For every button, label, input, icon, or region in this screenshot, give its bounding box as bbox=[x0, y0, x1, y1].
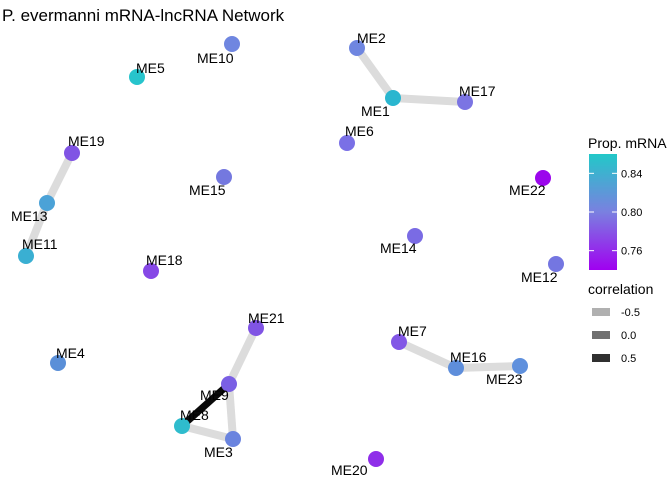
color-legend-ticks: 0.84 0.80 0.76 bbox=[589, 168, 642, 258]
node-label-me4: ME4 bbox=[56, 345, 85, 361]
node-label-me22: ME22 bbox=[509, 182, 546, 198]
node-me15[interactable] bbox=[216, 169, 232, 185]
node-me3[interactable] bbox=[225, 431, 241, 447]
edge-me21-me9 bbox=[225, 326, 260, 386]
node-me13[interactable] bbox=[39, 195, 55, 211]
node-me22[interactable] bbox=[535, 170, 551, 186]
color-legend: Prop. mRNA 0.84 0.80 0.76 bbox=[588, 135, 667, 270]
node-me6[interactable] bbox=[339, 135, 355, 151]
color-tick-label: 0.80 bbox=[621, 207, 642, 219]
edge-legend-swatch bbox=[592, 308, 610, 316]
node-me18[interactable] bbox=[143, 263, 159, 279]
edge-legend-swatch bbox=[592, 354, 610, 362]
node-label-me12: ME12 bbox=[521, 269, 558, 285]
edge-legend-label: 0.0 bbox=[621, 330, 636, 342]
edge-me9-me8 bbox=[179, 381, 232, 429]
color-tick-label: 0.76 bbox=[621, 246, 642, 258]
nodes-layer bbox=[18, 36, 564, 467]
node-label-me16: ME16 bbox=[450, 349, 487, 365]
edge-legend-label: 0.5 bbox=[621, 353, 636, 365]
node-label-me20: ME20 bbox=[331, 462, 368, 478]
labels-layer: ME10 ME2 ME5 ME1 ME17 ME6 ME19 ME22 ME15 ME13 ME14… bbox=[11, 30, 558, 478]
chart-title: P. evermanni mRNA-lncRNA Network bbox=[2, 6, 285, 25]
node-me10[interactable] bbox=[224, 36, 240, 52]
edge-me1-me17 bbox=[392, 94, 466, 106]
edge-me8-me3 bbox=[181, 422, 234, 443]
edge-me16-me23 bbox=[455, 362, 521, 372]
edge-legend-items: -0.5 0.0 0.5 bbox=[592, 307, 640, 365]
node-me9[interactable] bbox=[221, 376, 237, 392]
node-me14[interactable] bbox=[407, 228, 423, 244]
node-me20[interactable] bbox=[368, 451, 384, 467]
node-label-me2: ME2 bbox=[357, 30, 386, 46]
node-me2[interactable] bbox=[349, 40, 365, 56]
node-label-me17: ME17 bbox=[459, 83, 496, 99]
node-label-me21: ME21 bbox=[248, 310, 285, 326]
node-label-me6: ME6 bbox=[345, 123, 374, 139]
node-label-me14: ME14 bbox=[380, 240, 417, 256]
edge-me7-me16 bbox=[397, 338, 458, 372]
node-label-me5: ME5 bbox=[136, 60, 165, 76]
node-label-me3: ME3 bbox=[204, 444, 233, 460]
node-label-me8: ME8 bbox=[180, 407, 209, 423]
node-me19[interactable] bbox=[64, 145, 80, 161]
node-label-me23: ME23 bbox=[486, 371, 523, 387]
color-legend-title: Prop. mRNA bbox=[588, 135, 667, 151]
node-label-me1: ME1 bbox=[361, 103, 390, 119]
node-label-me19: ME19 bbox=[68, 133, 105, 149]
edge-legend: correlation -0.5 0.0 0.5 bbox=[588, 281, 653, 365]
node-label-me7: ME7 bbox=[398, 323, 427, 339]
node-label-me15: ME15 bbox=[189, 182, 226, 198]
node-me1[interactable] bbox=[385, 90, 401, 106]
edge-legend-title: correlation bbox=[588, 281, 653, 297]
node-me16[interactable] bbox=[448, 360, 464, 376]
edge-legend-swatch bbox=[592, 331, 610, 339]
edge-me13-me11 bbox=[22, 201, 51, 258]
node-label-me18: ME18 bbox=[146, 252, 183, 268]
edge-legend-label: -0.5 bbox=[621, 307, 640, 319]
edge-me2-me1 bbox=[353, 45, 397, 101]
node-me5[interactable] bbox=[129, 69, 145, 85]
node-me7[interactable] bbox=[391, 334, 407, 350]
node-me23[interactable] bbox=[512, 358, 528, 374]
node-label-me9: ME9 bbox=[200, 387, 229, 403]
node-me17[interactable] bbox=[457, 94, 473, 110]
edges-layer bbox=[22, 45, 521, 443]
node-me21[interactable] bbox=[248, 320, 264, 336]
node-me4[interactable] bbox=[50, 355, 66, 371]
edge-me19-me13 bbox=[43, 151, 76, 205]
node-label-me11: ME11 bbox=[22, 236, 58, 252]
node-label-me13: ME13 bbox=[11, 208, 48, 224]
node-me8[interactable] bbox=[174, 418, 190, 434]
node-me12[interactable] bbox=[548, 256, 564, 272]
node-label-me10: ME10 bbox=[197, 50, 234, 66]
edge-me9-me3 bbox=[225, 383, 237, 440]
node-me11[interactable] bbox=[18, 248, 34, 264]
color-tick-label: 0.84 bbox=[621, 168, 642, 180]
